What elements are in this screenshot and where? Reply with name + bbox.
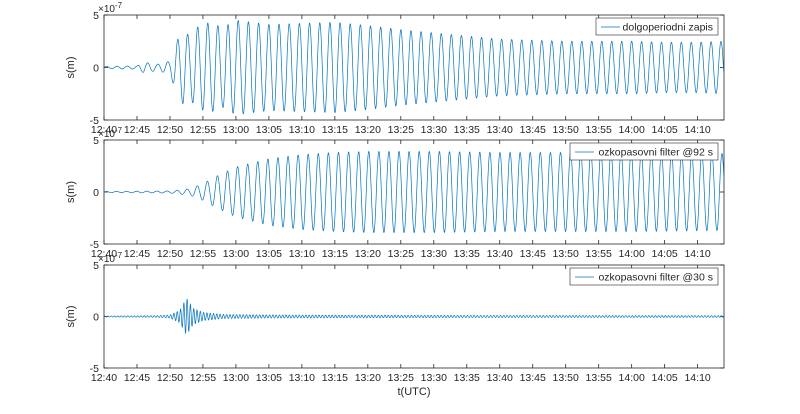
x-tick-label: 13:55 xyxy=(586,372,612,384)
legend-label: dolgoperiodni zapis xyxy=(623,22,713,34)
x-tick-label: 13:35 xyxy=(454,248,480,260)
y-tick-label: 0 xyxy=(93,312,99,324)
x-tick-label: 13:05 xyxy=(256,124,282,136)
x-tick-label: 13:25 xyxy=(388,372,414,384)
x-tick-label: 13:00 xyxy=(223,124,249,136)
x-tick-label: 13:35 xyxy=(454,372,480,384)
x-tick-label: 13:50 xyxy=(553,372,579,384)
x-tick-label: 12:45 xyxy=(124,248,150,260)
x-tick-label: 13:00 xyxy=(223,248,249,260)
subplot-2: 12:40 12:45 12:50 12:55 13:00 13:05 13:10 13:15… xyxy=(65,126,725,260)
x-tick-label: 12:55 xyxy=(190,124,216,136)
legend-box xyxy=(595,17,719,36)
x-tick-label: 12:40 xyxy=(91,124,117,136)
x-tick-label: 13:10 xyxy=(289,372,315,384)
x-tick-label: 13:20 xyxy=(355,248,381,260)
x-tick-label: 14:00 xyxy=(619,124,645,136)
x-tick-label: 13:30 xyxy=(421,372,447,384)
y-tick-label: 5 xyxy=(93,10,99,22)
x-tick-label: 13:15 xyxy=(322,124,348,136)
y-tick-label: 0 xyxy=(93,187,99,199)
x-tick-label: 12:40 xyxy=(91,372,117,384)
x-tick-label: 13:50 xyxy=(553,124,579,136)
y-exponent-label: ×10-7 xyxy=(98,1,123,15)
legend-label: ozkopasovni filter @30 s xyxy=(598,272,713,284)
x-tick-label: 13:45 xyxy=(520,372,546,384)
x-tick-label: 13:15 xyxy=(322,248,348,260)
x-tick-label: 12:40 xyxy=(91,248,117,260)
x-tick-label: 12:55 xyxy=(190,372,216,384)
legend-label: ozkopasovni filter @92 s xyxy=(598,147,713,159)
y-exponent-value: -7 xyxy=(115,1,123,10)
x-tick-label: 13:40 xyxy=(487,124,513,136)
y-exponent-label: ×10-7 xyxy=(98,251,123,265)
y-axis-label: s(m) xyxy=(65,306,77,328)
x-tick-label: 13:15 xyxy=(322,372,348,384)
x-tick-label: 13:55 xyxy=(586,248,612,260)
x-tick-label: 13:40 xyxy=(487,248,513,260)
x-tick-label: 12:45 xyxy=(124,372,150,384)
subplot-3: 12:40 12:45 12:50 12:55 13:00 13:05 13:10 13:15… xyxy=(65,251,725,398)
y-tick-label: 5 xyxy=(93,135,99,147)
x-tick-label: 13:30 xyxy=(421,124,447,136)
y-tick-label: -5 xyxy=(90,115,99,127)
y-axis-label: s(m) xyxy=(65,57,77,79)
x-tick-label: 13:10 xyxy=(289,124,315,136)
y-exponent-base: ×10 xyxy=(98,129,115,140)
y-exponent-base: ×10 xyxy=(98,4,115,15)
x-tick-label: 13:20 xyxy=(355,124,381,136)
x-tick-label: 14:10 xyxy=(684,372,710,384)
x-tick-label: 14:10 xyxy=(684,248,710,260)
x-tick-label: 13:10 xyxy=(289,248,315,260)
legend-box xyxy=(569,267,719,286)
x-tick-label: 14:10 xyxy=(684,124,710,136)
x-tick-label: 12:50 xyxy=(157,372,183,384)
x-tick-label: 14:05 xyxy=(651,372,677,384)
x-tick-label: 14:05 xyxy=(651,248,677,260)
x-tick-label: 13:30 xyxy=(421,248,447,260)
x-tick-label: 13:25 xyxy=(388,124,414,136)
x-tick-label: 14:00 xyxy=(619,372,645,384)
x-tick-label: 12:50 xyxy=(157,248,183,260)
x-tick-label: 13:25 xyxy=(388,248,414,260)
x-tick-label: 13:45 xyxy=(520,248,546,260)
x-tick-label: 13:50 xyxy=(553,248,579,260)
y-axis-label: s(m) xyxy=(65,181,77,203)
x-tick-label: 13:45 xyxy=(520,124,546,136)
y-exponent-base: ×10 xyxy=(98,254,115,265)
x-tick-label: 12:50 xyxy=(157,124,183,136)
series-line xyxy=(104,20,724,115)
y-tick-label: 0 xyxy=(93,63,99,75)
x-tick-label: 14:00 xyxy=(619,248,645,260)
y-tick-label: -5 xyxy=(90,239,99,251)
x-tick-label: 13:05 xyxy=(256,372,282,384)
subplot-1: 12:40 12:45 12:50 12:55 13:00 13:05 13:10 13:15… xyxy=(65,1,725,136)
y-tick-label: -5 xyxy=(90,363,99,375)
x-tick-label: 12:45 xyxy=(124,124,150,136)
x-tick-label: 12:55 xyxy=(190,248,216,260)
y-exponent-value: -7 xyxy=(115,126,123,135)
series-line xyxy=(104,298,724,334)
x-tick-label: 14:05 xyxy=(651,124,677,136)
x-axis-label: t(UTC) xyxy=(398,386,431,398)
x-tick-label: 13:55 xyxy=(586,124,612,136)
legend-box xyxy=(569,142,719,161)
x-tick-label: 13:35 xyxy=(454,124,480,136)
x-tick-label: 13:40 xyxy=(487,372,513,384)
y-tick-label: 5 xyxy=(93,260,99,272)
x-tick-label: 13:05 xyxy=(256,248,282,260)
y-exponent-value: -7 xyxy=(115,251,123,260)
y-exponent-label: ×10-7 xyxy=(98,126,123,140)
x-tick-label: 13:00 xyxy=(223,372,249,384)
x-tick-label: 13:20 xyxy=(355,372,381,384)
